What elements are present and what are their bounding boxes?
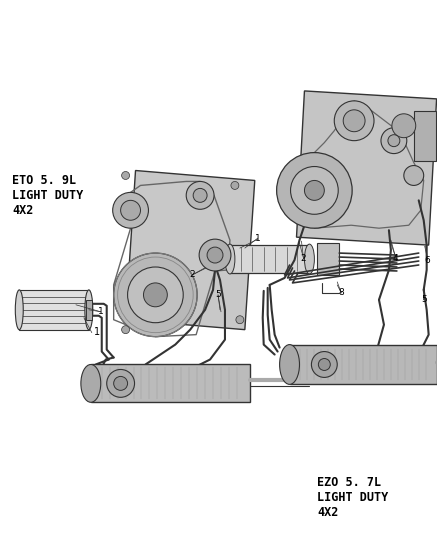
Text: 6: 6 <box>425 255 431 264</box>
Circle shape <box>127 267 183 322</box>
Circle shape <box>122 172 130 180</box>
Ellipse shape <box>304 244 314 274</box>
Ellipse shape <box>85 290 93 330</box>
Bar <box>19 290 89 330</box>
Circle shape <box>388 135 400 147</box>
Bar <box>414 111 436 160</box>
Circle shape <box>107 369 134 397</box>
Circle shape <box>334 101 374 141</box>
Text: 4: 4 <box>393 254 399 263</box>
Text: 5: 5 <box>215 290 221 300</box>
Circle shape <box>311 352 337 377</box>
Circle shape <box>114 376 127 390</box>
Circle shape <box>304 181 324 200</box>
Text: 2: 2 <box>189 270 195 279</box>
Circle shape <box>277 152 352 228</box>
Bar <box>290 345 437 384</box>
Text: 5: 5 <box>421 295 427 304</box>
Ellipse shape <box>81 365 101 402</box>
Circle shape <box>343 110 365 132</box>
Circle shape <box>199 239 231 271</box>
Text: 1: 1 <box>94 327 100 337</box>
Circle shape <box>186 181 214 209</box>
Bar <box>318 243 339 275</box>
Circle shape <box>144 283 167 307</box>
Bar <box>91 365 250 402</box>
Circle shape <box>114 253 197 337</box>
Ellipse shape <box>15 290 23 330</box>
Circle shape <box>193 188 207 203</box>
Text: EZO 5. 7L
LIGHT DUTY
4X2: EZO 5. 7L LIGHT DUTY 4X2 <box>317 476 388 519</box>
Circle shape <box>318 359 330 370</box>
Circle shape <box>120 200 141 220</box>
Text: 8: 8 <box>338 288 344 297</box>
Circle shape <box>392 114 416 138</box>
Circle shape <box>381 128 407 154</box>
Polygon shape <box>126 171 255 330</box>
Circle shape <box>231 181 239 189</box>
Circle shape <box>404 166 424 185</box>
Text: 2: 2 <box>300 254 306 263</box>
Ellipse shape <box>279 345 300 384</box>
Circle shape <box>122 326 130 334</box>
Bar <box>86 300 92 320</box>
Polygon shape <box>297 91 437 245</box>
Text: 1: 1 <box>98 307 104 316</box>
Circle shape <box>236 316 244 324</box>
Text: ETO 5. 9L
LIGHT DUTY
4X2: ETO 5. 9L LIGHT DUTY 4X2 <box>12 174 84 217</box>
Bar <box>230 245 309 273</box>
Circle shape <box>207 247 223 263</box>
Circle shape <box>113 192 148 228</box>
Text: 1: 1 <box>255 233 261 243</box>
Circle shape <box>290 166 338 214</box>
Ellipse shape <box>225 244 235 274</box>
